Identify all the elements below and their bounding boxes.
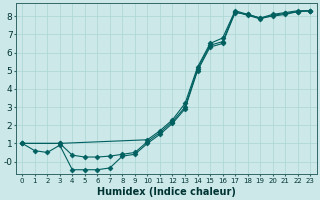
X-axis label: Humidex (Indice chaleur): Humidex (Indice chaleur) [97, 187, 236, 197]
